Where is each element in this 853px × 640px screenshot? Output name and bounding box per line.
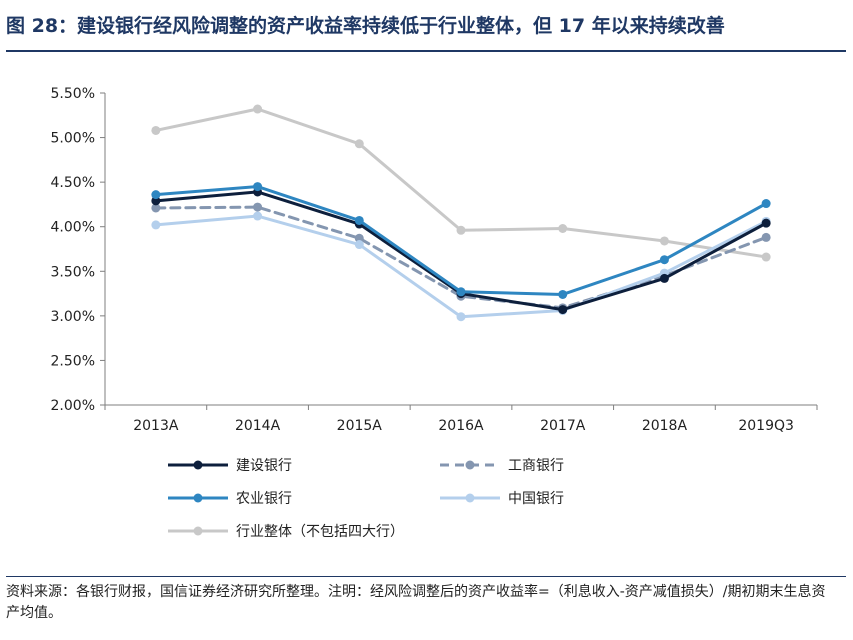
data-point [253, 182, 263, 192]
data-point [253, 104, 263, 114]
data-point [456, 225, 466, 235]
data-point [558, 289, 568, 299]
legend-label: 农业银行 [236, 491, 292, 507]
y-tick-label: 2.50% [51, 353, 95, 369]
data-point [253, 202, 263, 212]
x-tick-label: 2019Q3 [738, 418, 794, 434]
legend-label: 工商银行 [508, 458, 564, 474]
y-tick-label: 5.00% [51, 131, 95, 147]
x-tick-label: 2018A [642, 418, 688, 434]
legend-label: 建设银行 [236, 458, 292, 474]
figure-title: 图 28：建设银行经风险调整的资产收益率持续低于行业整体，但 17 年以来持续改… [6, 15, 725, 37]
y-tick-label: 4.50% [51, 175, 95, 191]
data-point [456, 287, 466, 297]
series-line [154, 185, 768, 296]
data-point [151, 190, 161, 200]
legend-swatch-marker [193, 526, 203, 536]
data-point [151, 196, 161, 206]
x-tick-label: 2016A [438, 418, 484, 434]
data-point [558, 305, 568, 315]
data-point [456, 312, 466, 322]
data-point [253, 211, 263, 221]
data-point [151, 125, 161, 135]
x-tick-label: 2015A [337, 418, 383, 434]
data-point [151, 203, 161, 213]
data-point [354, 139, 364, 149]
footer-divider [6, 576, 846, 577]
data-point [354, 240, 364, 250]
y-tick-label: 3.00% [51, 309, 95, 325]
data-point [354, 215, 364, 225]
y-tick-label: 5.50% [51, 86, 95, 102]
data-point [659, 255, 669, 265]
y-tick-label: 4.00% [51, 220, 95, 236]
legend-swatch-marker [193, 493, 203, 503]
data-point [659, 273, 669, 283]
y-tick-label: 3.50% [51, 264, 95, 280]
x-tick-label: 2014A [235, 418, 281, 434]
data-point [761, 218, 771, 228]
data-point [558, 223, 568, 233]
series-line [154, 107, 768, 259]
legend-swatch-marker [193, 460, 203, 470]
title-divider [6, 50, 846, 52]
data-point [151, 220, 161, 230]
legend-label: 中国银行 [508, 491, 564, 507]
legend-swatch-marker [465, 493, 475, 503]
x-tick-label: 2017A [540, 418, 586, 434]
legend-swatch-marker [465, 460, 475, 470]
data-point [659, 236, 669, 246]
source-note: 资料来源：各银行财报，国信证券经济研究所整理。注明：经风险调整后的资产收益率=（… [6, 584, 826, 621]
legend-label: 行业整体（不包括四大行） [236, 524, 404, 540]
data-point [761, 199, 771, 209]
data-point [354, 233, 364, 243]
data-point [761, 252, 771, 262]
y-tick-label: 2.00% [51, 398, 95, 414]
x-tick-label: 2013A [133, 418, 179, 434]
data-point [761, 232, 771, 242]
line-chart: 2.00% 2.50% 3.00% 3.50% 4.00% 4.50% 5.00% 5.50%… [51, 86, 818, 540]
